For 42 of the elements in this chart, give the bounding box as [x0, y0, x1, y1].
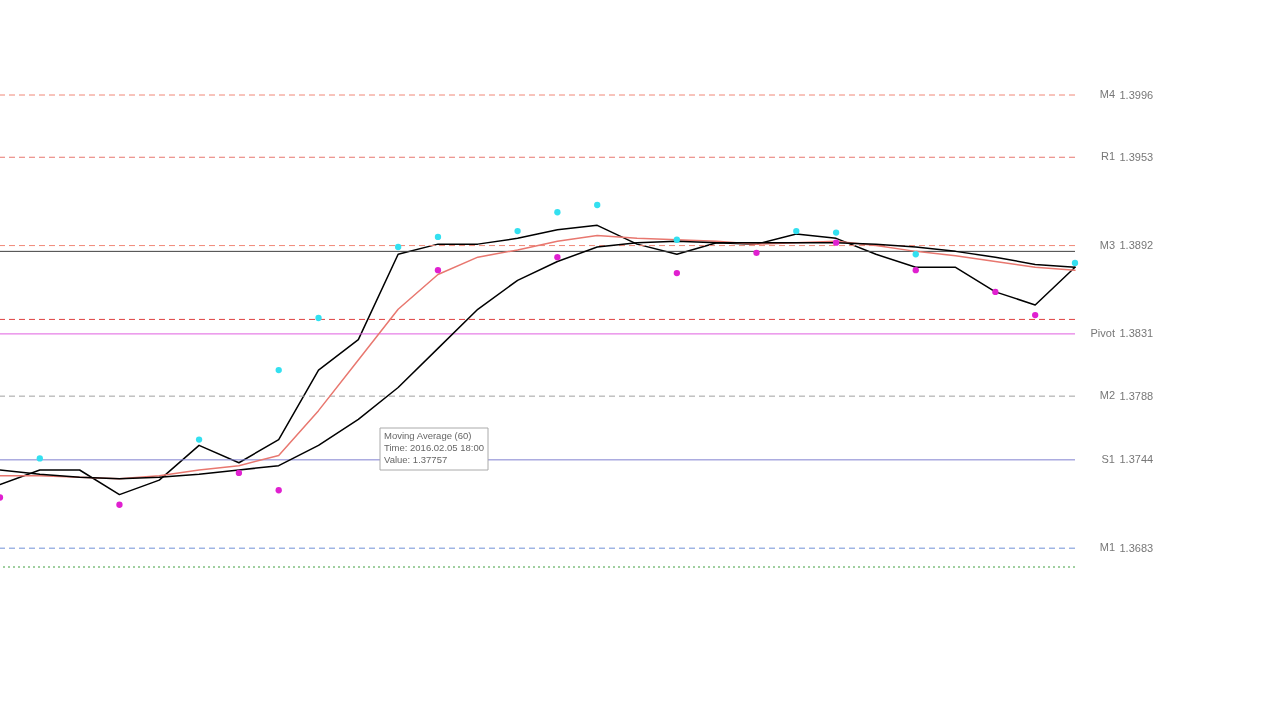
point: [116, 501, 123, 508]
point: [275, 366, 282, 374]
point: [394, 243, 402, 251]
point: [434, 267, 442, 274]
point: [1071, 259, 1079, 267]
point: [514, 227, 521, 235]
annotation: Time: 2016.02.05 18:00: [384, 442, 484, 453]
y-tick-label: 1.3953: [1119, 150, 1154, 163]
ref-line-label: S1: [1101, 452, 1115, 465]
point: [753, 249, 760, 256]
ref-line-label: Pivot: [1090, 326, 1115, 339]
point: [315, 314, 322, 322]
ref-line-label: M2: [1099, 389, 1115, 402]
annotation: Moving Average (60): [384, 430, 472, 441]
point: [195, 436, 203, 443]
point: [1032, 311, 1039, 319]
y-tick-label: 1.3683: [1119, 541, 1154, 554]
point: [275, 487, 282, 494]
point: [554, 209, 561, 216]
ref-line-label: M4: [1099, 88, 1115, 100]
point: [673, 236, 681, 243]
y-tick-label: 1.3788: [1119, 389, 1154, 402]
point: [235, 469, 243, 477]
point: [912, 251, 919, 258]
point: [673, 269, 681, 277]
ref-line-label: M1: [1099, 541, 1115, 554]
y-tick-label: 1.3892: [1119, 239, 1154, 252]
point: [594, 201, 601, 209]
y-tick-label: 1.3831: [1119, 327, 1154, 340]
y-tick-label: 1.3744: [1119, 453, 1154, 466]
point: [554, 254, 561, 261]
point: [793, 227, 800, 235]
y-tick-label: 1.3996: [1119, 88, 1154, 101]
point: [434, 233, 442, 241]
annotation: Value: 1.37757: [384, 454, 448, 465]
ref-line-label: R1: [1100, 150, 1115, 163]
point: [832, 229, 840, 236]
point: [832, 239, 840, 246]
point: [36, 455, 43, 462]
point: [912, 267, 919, 274]
point: [992, 288, 999, 296]
ref-line-label: M3: [1099, 238, 1115, 251]
